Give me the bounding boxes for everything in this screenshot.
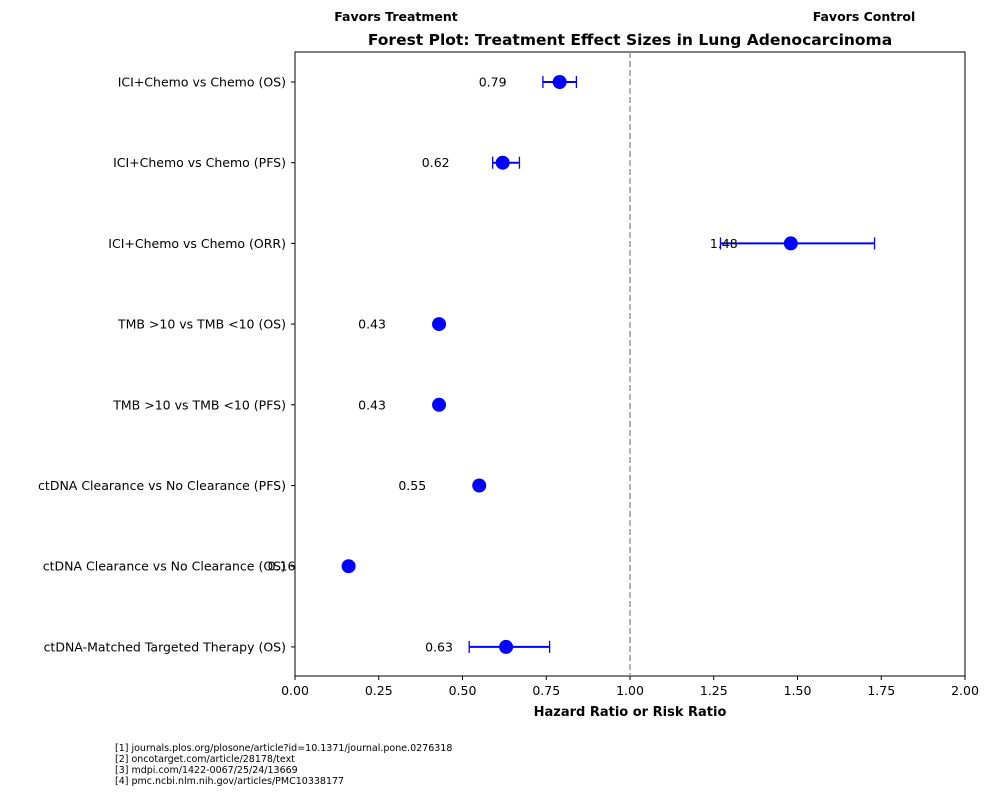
x-tick-label: 1.00	[616, 683, 644, 698]
value-label: 1.48	[710, 236, 738, 251]
effect-point	[432, 317, 447, 332]
reference-4: [4] pmc.ncbi.nlm.nih.gov/articles/PMC103…	[115, 776, 345, 787]
effect-point	[472, 478, 487, 493]
x-tick-label: 1.25	[700, 683, 728, 698]
favors-control-label: Favors Control	[813, 9, 916, 24]
chart-title: Forest Plot: Treatment Effect Sizes in L…	[368, 31, 892, 49]
references: [1] journals.plos.org/plosone/article?id…	[115, 743, 452, 787]
effect-point	[499, 639, 514, 654]
value-label: 0.63	[425, 639, 453, 654]
value-label: 0.43	[358, 317, 386, 332]
y-tick-label: ctDNA Clearance vs No Clearance (OS)	[43, 559, 286, 574]
effect-point	[341, 559, 356, 574]
effect-point	[783, 236, 798, 251]
value-label: 0.16	[268, 559, 296, 574]
y-tick-label: TMB >10 vs TMB <10 (PFS)	[112, 397, 286, 412]
x-axis-label: Hazard Ratio or Risk Ratio	[534, 705, 727, 720]
x-tick-label: 0.75	[532, 683, 560, 698]
value-label: 0.55	[398, 478, 426, 493]
y-tick-label: ctDNA Clearance vs No Clearance (PFS)	[38, 478, 286, 493]
x-tick-label: 0.25	[365, 683, 393, 698]
favors-treatment-label: Favors Treatment	[334, 9, 458, 24]
x-tick-label: 0.00	[281, 683, 309, 698]
y-tick-label: ICI+Chemo vs Chemo (ORR)	[108, 236, 286, 251]
y-tick-label: TMB >10 vs TMB <10 (OS)	[117, 317, 286, 332]
effect-point	[495, 155, 510, 170]
y-tick-label: ICI+Chemo vs Chemo (OS)	[118, 75, 286, 90]
value-label: 0.79	[479, 75, 507, 90]
effect-point	[552, 75, 567, 89]
value-label: 0.43	[358, 397, 386, 412]
x-tick-label: 1.50	[784, 683, 812, 698]
y-tick-label: ICI+Chemo vs Chemo (PFS)	[113, 155, 286, 170]
reference-3: [3] mdpi.com/1422-0067/25/24/13669	[115, 765, 298, 776]
value-label: 0.62	[422, 155, 450, 170]
y-tick-label: ctDNA-Matched Targeted Therapy (OS)	[44, 639, 286, 654]
reference-1: [1] journals.plos.org/plosone/article?id…	[115, 743, 453, 754]
reference-2: [2] oncotarget.com/article/28178/text	[115, 754, 295, 765]
x-tick-label: 1.75	[867, 683, 895, 698]
x-tick-label: 2.00	[951, 683, 979, 698]
x-tick-label: 0.50	[449, 683, 477, 698]
effect-point	[432, 397, 447, 412]
